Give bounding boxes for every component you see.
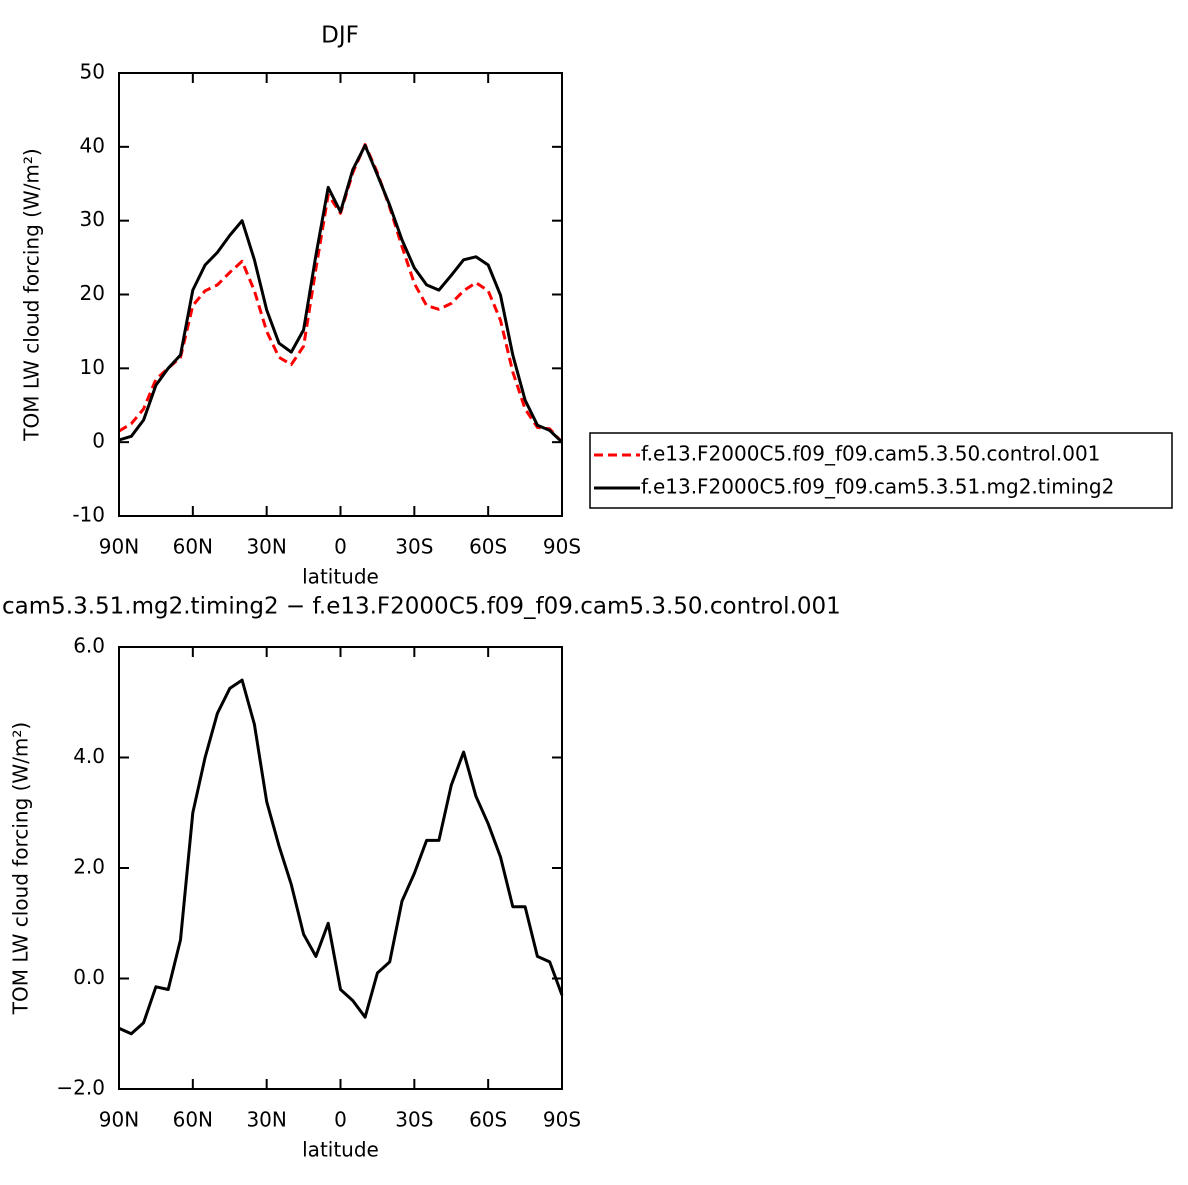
legend-label: f.e13.F2000C5.f09_f09.cam5.3.50.control.… — [641, 442, 1100, 466]
x-tick-label: 90N — [99, 535, 139, 559]
y-tick-label: 4.0 — [73, 744, 105, 768]
y-axis-label: TOM LW cloud forcing (W/m²) — [9, 722, 33, 1016]
x-tick-label: 30S — [395, 1108, 433, 1132]
data-line — [118, 678, 564, 1036]
y-axis-label: TOM LW cloud forcing (W/m²) — [20, 148, 44, 442]
y-tick-label: 10 — [80, 355, 105, 379]
x-tick-label: 30N — [246, 1108, 286, 1132]
chart-title: cam5.3.51.mg2.timing2 − f.e13.F2000C5.f0… — [2, 594, 841, 620]
y-tick-label: −2.0 — [56, 1076, 105, 1100]
y-tick-label: -10 — [72, 503, 105, 527]
plot-frame — [118, 646, 563, 1090]
x-tick-label: 90S — [543, 1108, 581, 1132]
y-tick-label: 0.0 — [73, 965, 105, 989]
data-line — [118, 143, 564, 444]
x-tick-label: 60N — [173, 535, 213, 559]
x-tick-label: 30N — [246, 535, 286, 559]
y-tick-label: 6.0 — [73, 634, 105, 658]
x-tick-label: 60S — [469, 535, 507, 559]
chart-title: DJF — [321, 23, 359, 49]
y-tick-label: 0 — [92, 429, 105, 453]
x-tick-label: 0 — [334, 1108, 347, 1132]
legend-box — [589, 432, 1173, 509]
x-axis-label: latitude — [302, 1138, 379, 1162]
plot-frame — [118, 72, 563, 517]
y-tick-label: 30 — [80, 207, 105, 231]
data-line — [118, 143, 564, 444]
y-tick-label: 20 — [80, 281, 105, 305]
y-tick-label: 50 — [80, 60, 105, 84]
x-tick-label: 90N — [99, 1108, 139, 1132]
legend-label: f.e13.F2000C5.f09_f09.cam5.3.51.mg2.timi… — [641, 475, 1114, 499]
x-tick-label: 60N — [173, 1108, 213, 1132]
y-tick-label: 40 — [80, 133, 105, 157]
x-tick-label: 30S — [395, 535, 433, 559]
x-tick-label: 90S — [543, 535, 581, 559]
x-axis-label: latitude — [302, 565, 379, 589]
y-tick-label: 2.0 — [73, 855, 105, 879]
x-tick-label: 60S — [469, 1108, 507, 1132]
x-tick-label: 0 — [334, 535, 347, 559]
